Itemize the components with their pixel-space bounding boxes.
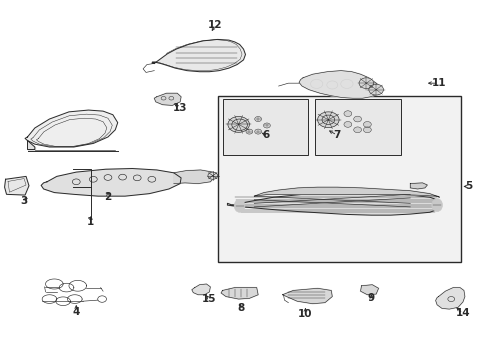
Circle shape	[353, 127, 361, 133]
Circle shape	[317, 112, 338, 128]
Circle shape	[353, 116, 361, 122]
Ellipse shape	[431, 199, 442, 212]
Circle shape	[263, 123, 270, 128]
Circle shape	[231, 119, 247, 131]
Polygon shape	[282, 288, 331, 304]
Text: 7: 7	[333, 130, 340, 140]
Polygon shape	[152, 40, 245, 72]
Polygon shape	[299, 71, 379, 98]
Polygon shape	[360, 285, 378, 295]
Polygon shape	[4, 176, 29, 195]
Text: 9: 9	[367, 293, 374, 303]
Text: 14: 14	[455, 309, 469, 318]
Circle shape	[227, 117, 249, 132]
Polygon shape	[227, 193, 439, 215]
Circle shape	[343, 111, 351, 117]
Bar	[222, 99, 307, 155]
Circle shape	[322, 115, 334, 125]
Text: 11: 11	[430, 78, 445, 88]
Polygon shape	[173, 170, 215, 184]
Text: 4: 4	[72, 307, 80, 317]
Circle shape	[245, 129, 252, 134]
Circle shape	[254, 129, 261, 134]
Text: 12: 12	[207, 20, 222, 30]
Polygon shape	[27, 140, 35, 149]
Circle shape	[363, 122, 370, 127]
Circle shape	[358, 78, 373, 89]
Bar	[315, 99, 400, 155]
Text: 5: 5	[464, 181, 471, 192]
Polygon shape	[254, 187, 439, 197]
Text: 6: 6	[262, 130, 269, 140]
Circle shape	[207, 172, 217, 179]
Polygon shape	[221, 288, 258, 299]
Circle shape	[254, 117, 261, 122]
Circle shape	[363, 127, 370, 133]
Polygon shape	[409, 183, 427, 189]
Circle shape	[368, 84, 383, 95]
Text: 8: 8	[237, 303, 244, 314]
Text: 1: 1	[87, 217, 94, 227]
Text: 3: 3	[20, 196, 28, 206]
Ellipse shape	[234, 199, 244, 212]
Text: 15: 15	[202, 294, 216, 304]
Text: 13: 13	[173, 103, 187, 113]
Bar	[217, 96, 461, 262]
Polygon shape	[191, 284, 210, 295]
Text: 10: 10	[298, 310, 312, 319]
Text: 2: 2	[104, 192, 111, 202]
Polygon shape	[435, 288, 464, 309]
Polygon shape	[25, 110, 118, 147]
Polygon shape	[41, 168, 181, 196]
Circle shape	[343, 122, 351, 127]
Polygon shape	[154, 93, 181, 105]
